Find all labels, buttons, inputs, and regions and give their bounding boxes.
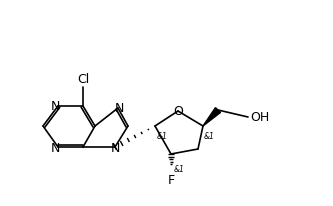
Text: N: N	[114, 101, 124, 114]
Text: OH: OH	[250, 111, 269, 124]
Text: &1: &1	[157, 131, 168, 140]
Text: N: N	[110, 142, 120, 155]
Text: F: F	[167, 173, 174, 186]
Text: N: N	[50, 141, 60, 154]
Text: &1: &1	[204, 131, 215, 140]
Text: Cl: Cl	[77, 73, 89, 85]
Polygon shape	[203, 108, 220, 126]
Text: &1: &1	[174, 164, 185, 173]
Text: O: O	[173, 105, 183, 118]
Text: N: N	[50, 100, 60, 113]
